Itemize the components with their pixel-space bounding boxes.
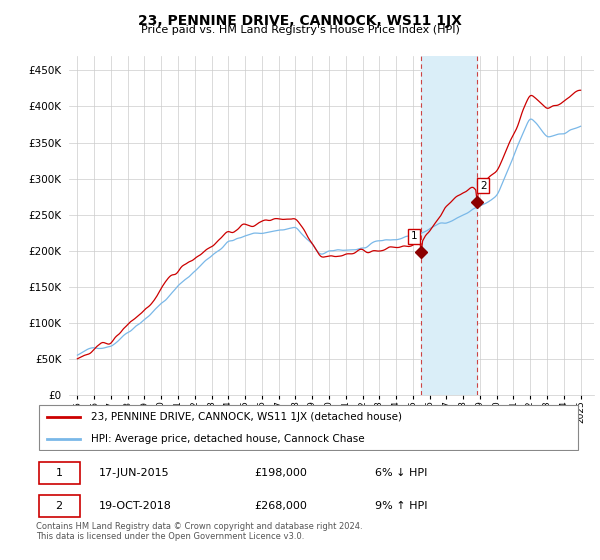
FancyBboxPatch shape — [39, 462, 80, 484]
Text: Contains HM Land Registry data © Crown copyright and database right 2024.
This d: Contains HM Land Registry data © Crown c… — [36, 522, 362, 542]
Text: 9% ↑ HPI: 9% ↑ HPI — [374, 501, 427, 511]
Text: 1: 1 — [410, 231, 417, 241]
Text: 17-JUN-2015: 17-JUN-2015 — [99, 468, 169, 478]
Text: 6% ↓ HPI: 6% ↓ HPI — [374, 468, 427, 478]
FancyBboxPatch shape — [39, 496, 80, 517]
Bar — [421, 56, 476, 395]
Text: HPI: Average price, detached house, Cannock Chase: HPI: Average price, detached house, Cann… — [91, 434, 364, 444]
FancyBboxPatch shape — [39, 405, 578, 450]
Text: Price paid vs. HM Land Registry's House Price Index (HPI): Price paid vs. HM Land Registry's House … — [140, 25, 460, 35]
Text: 23, PENNINE DRIVE, CANNOCK, WS11 1JX: 23, PENNINE DRIVE, CANNOCK, WS11 1JX — [138, 14, 462, 28]
Text: 2: 2 — [480, 181, 487, 191]
Text: 2: 2 — [55, 501, 62, 511]
Text: 19-OCT-2018: 19-OCT-2018 — [99, 501, 172, 511]
Text: 1: 1 — [55, 468, 62, 478]
Text: 23, PENNINE DRIVE, CANNOCK, WS11 1JX (detached house): 23, PENNINE DRIVE, CANNOCK, WS11 1JX (de… — [91, 412, 401, 422]
Text: £268,000: £268,000 — [254, 501, 307, 511]
Text: £198,000: £198,000 — [254, 468, 307, 478]
